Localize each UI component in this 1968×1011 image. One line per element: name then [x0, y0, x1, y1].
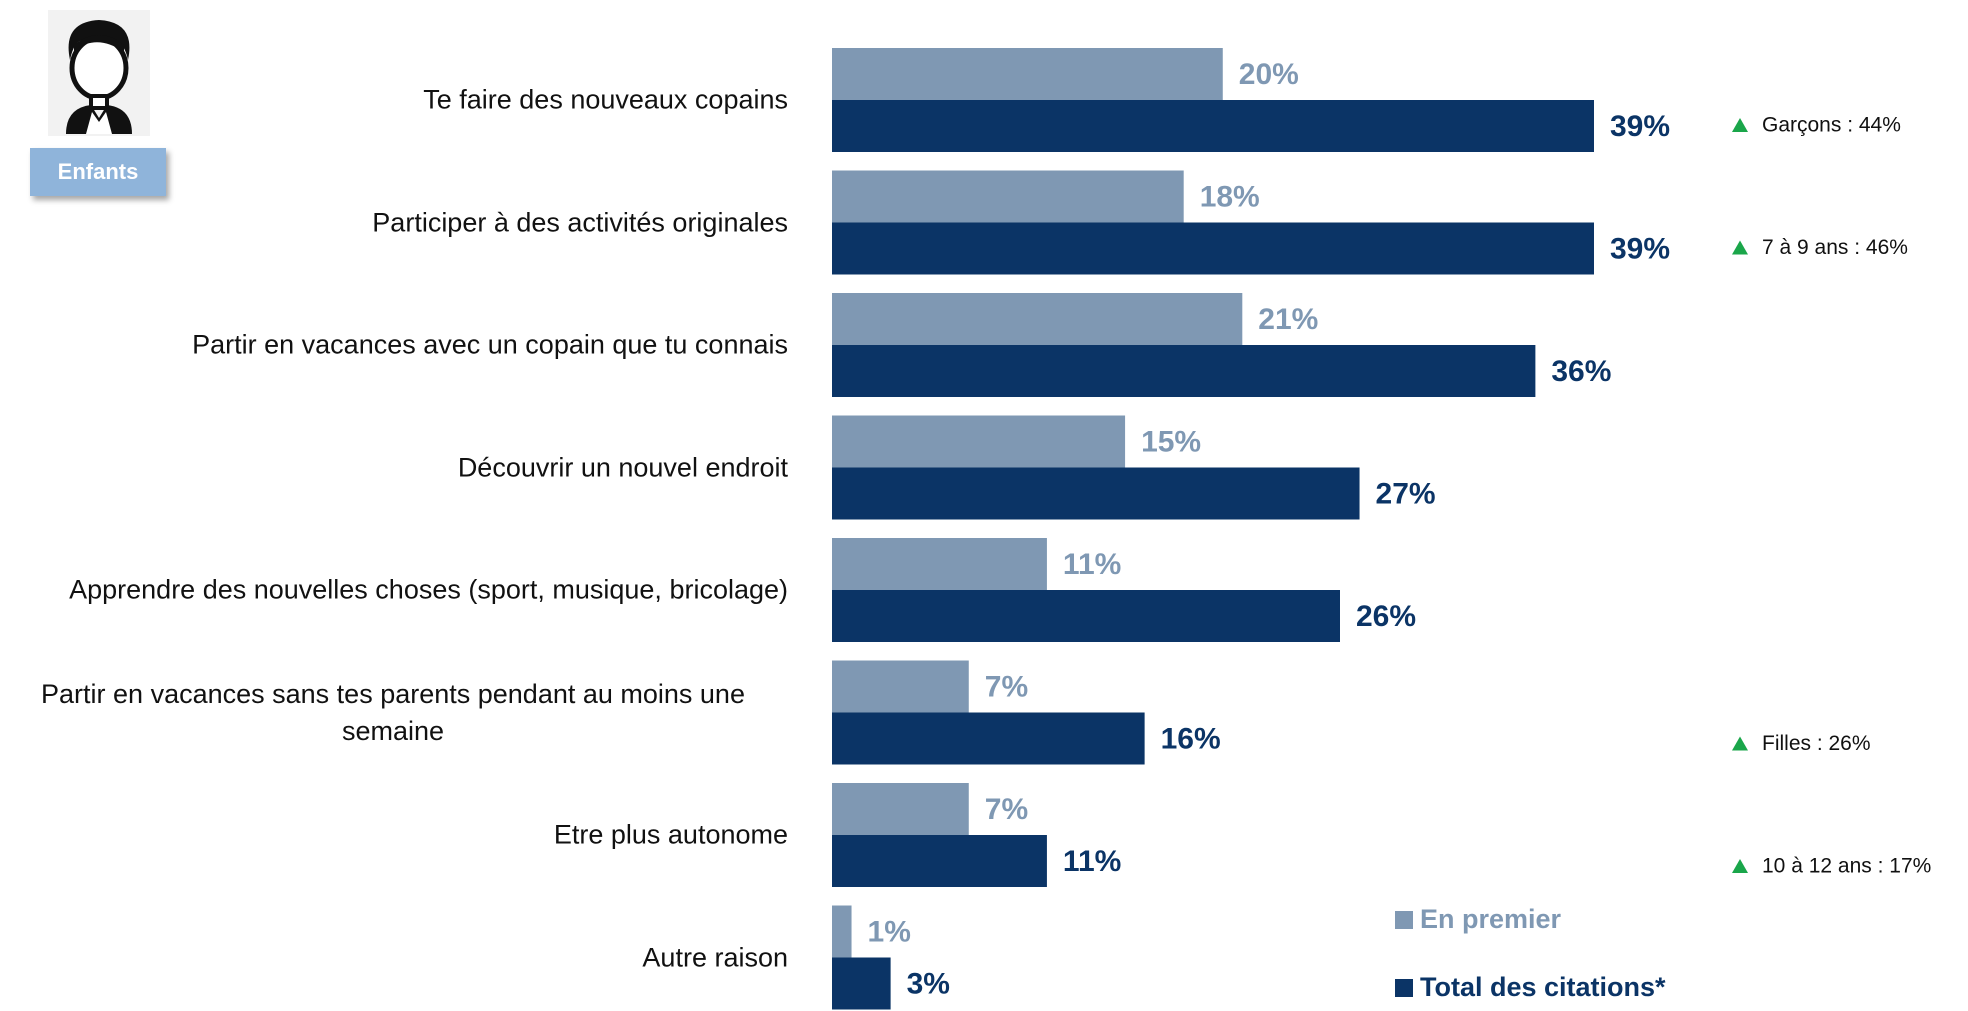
category-label-box: Etre plus autonome [0, 817, 788, 854]
bar [832, 660, 969, 713]
value-label: 39% [1610, 232, 1670, 265]
legend-label: Total des citations* [1420, 972, 1666, 1002]
bar [832, 222, 1594, 275]
value-label: 26% [1356, 600, 1416, 633]
legend-swatch [1395, 911, 1413, 929]
category-label-box: Partir en vacances sans tes parents pend… [0, 676, 788, 750]
bar [832, 783, 969, 835]
annotation-marker [1732, 736, 1748, 751]
value-label: 27% [1376, 477, 1436, 510]
bar [832, 712, 1145, 765]
value-label: 3% [907, 967, 950, 1000]
category-label: Te faire des nouveaux copains [423, 84, 788, 115]
child-icon [48, 10, 150, 136]
legend-label: En premier [1420, 904, 1562, 934]
value-label: 11% [1063, 845, 1121, 878]
bar [832, 957, 891, 1010]
annotation-marker [1732, 240, 1748, 255]
category-label: Découvrir un nouvel endroit [457, 452, 788, 482]
category-label: Apprendre des nouvelles choses (sport, m… [69, 574, 788, 605]
category-label-box: Découvrir un nouvel endroit [0, 449, 788, 486]
category-label: Partir en vacances sans tes parents pend… [41, 678, 745, 746]
bar [832, 345, 1536, 397]
category-label: Etre plus autonome [553, 819, 788, 850]
value-label: 21% [1258, 303, 1318, 336]
value-label: 20% [1239, 58, 1299, 91]
bar [832, 415, 1126, 468]
category-label-box: Te faire des nouveaux copains [0, 82, 788, 119]
category-label: Participer à des activités originales [372, 207, 788, 237]
value-label: 1% [868, 915, 911, 948]
bar [832, 293, 1243, 345]
category-label: Autre raison [642, 942, 788, 972]
category-label-box: Participer à des activités originales [0, 204, 788, 241]
badge [30, 148, 166, 196]
bar [832, 467, 1360, 520]
value-label: 16% [1161, 722, 1221, 755]
value-label: 15% [1141, 425, 1201, 458]
bar [832, 835, 1047, 887]
bar [832, 170, 1184, 223]
bar [832, 590, 1340, 642]
category-label-box: Autre raison [0, 939, 788, 976]
annotation: Filles : 26% [1762, 732, 1871, 755]
bar [832, 48, 1223, 100]
bar [832, 538, 1047, 590]
value-label: 36% [1551, 355, 1611, 388]
value-label: 11% [1063, 548, 1121, 581]
value-label: 7% [985, 793, 1028, 826]
annotation: 7 à 9 ans : 46% [1762, 236, 1908, 259]
bar [832, 100, 1594, 152]
bar [832, 905, 852, 958]
value-label: 39% [1610, 110, 1670, 143]
annotation: 10 à 12 ans : 17% [1762, 855, 1931, 878]
category-label: Partir en vacances avec un copain que tu… [192, 329, 788, 360]
category-label-box: Partir en vacances avec un copain que tu… [0, 327, 788, 364]
annotation: Garçons : 44% [1762, 114, 1901, 137]
value-label: 7% [985, 670, 1028, 703]
category-label-box: Apprendre des nouvelles choses (sport, m… [0, 572, 788, 609]
annotation-marker [1732, 859, 1748, 873]
annotation-marker [1732, 118, 1748, 132]
value-label: 18% [1200, 180, 1260, 213]
badge-label: Enfants [58, 159, 139, 184]
legend-swatch [1395, 979, 1413, 997]
